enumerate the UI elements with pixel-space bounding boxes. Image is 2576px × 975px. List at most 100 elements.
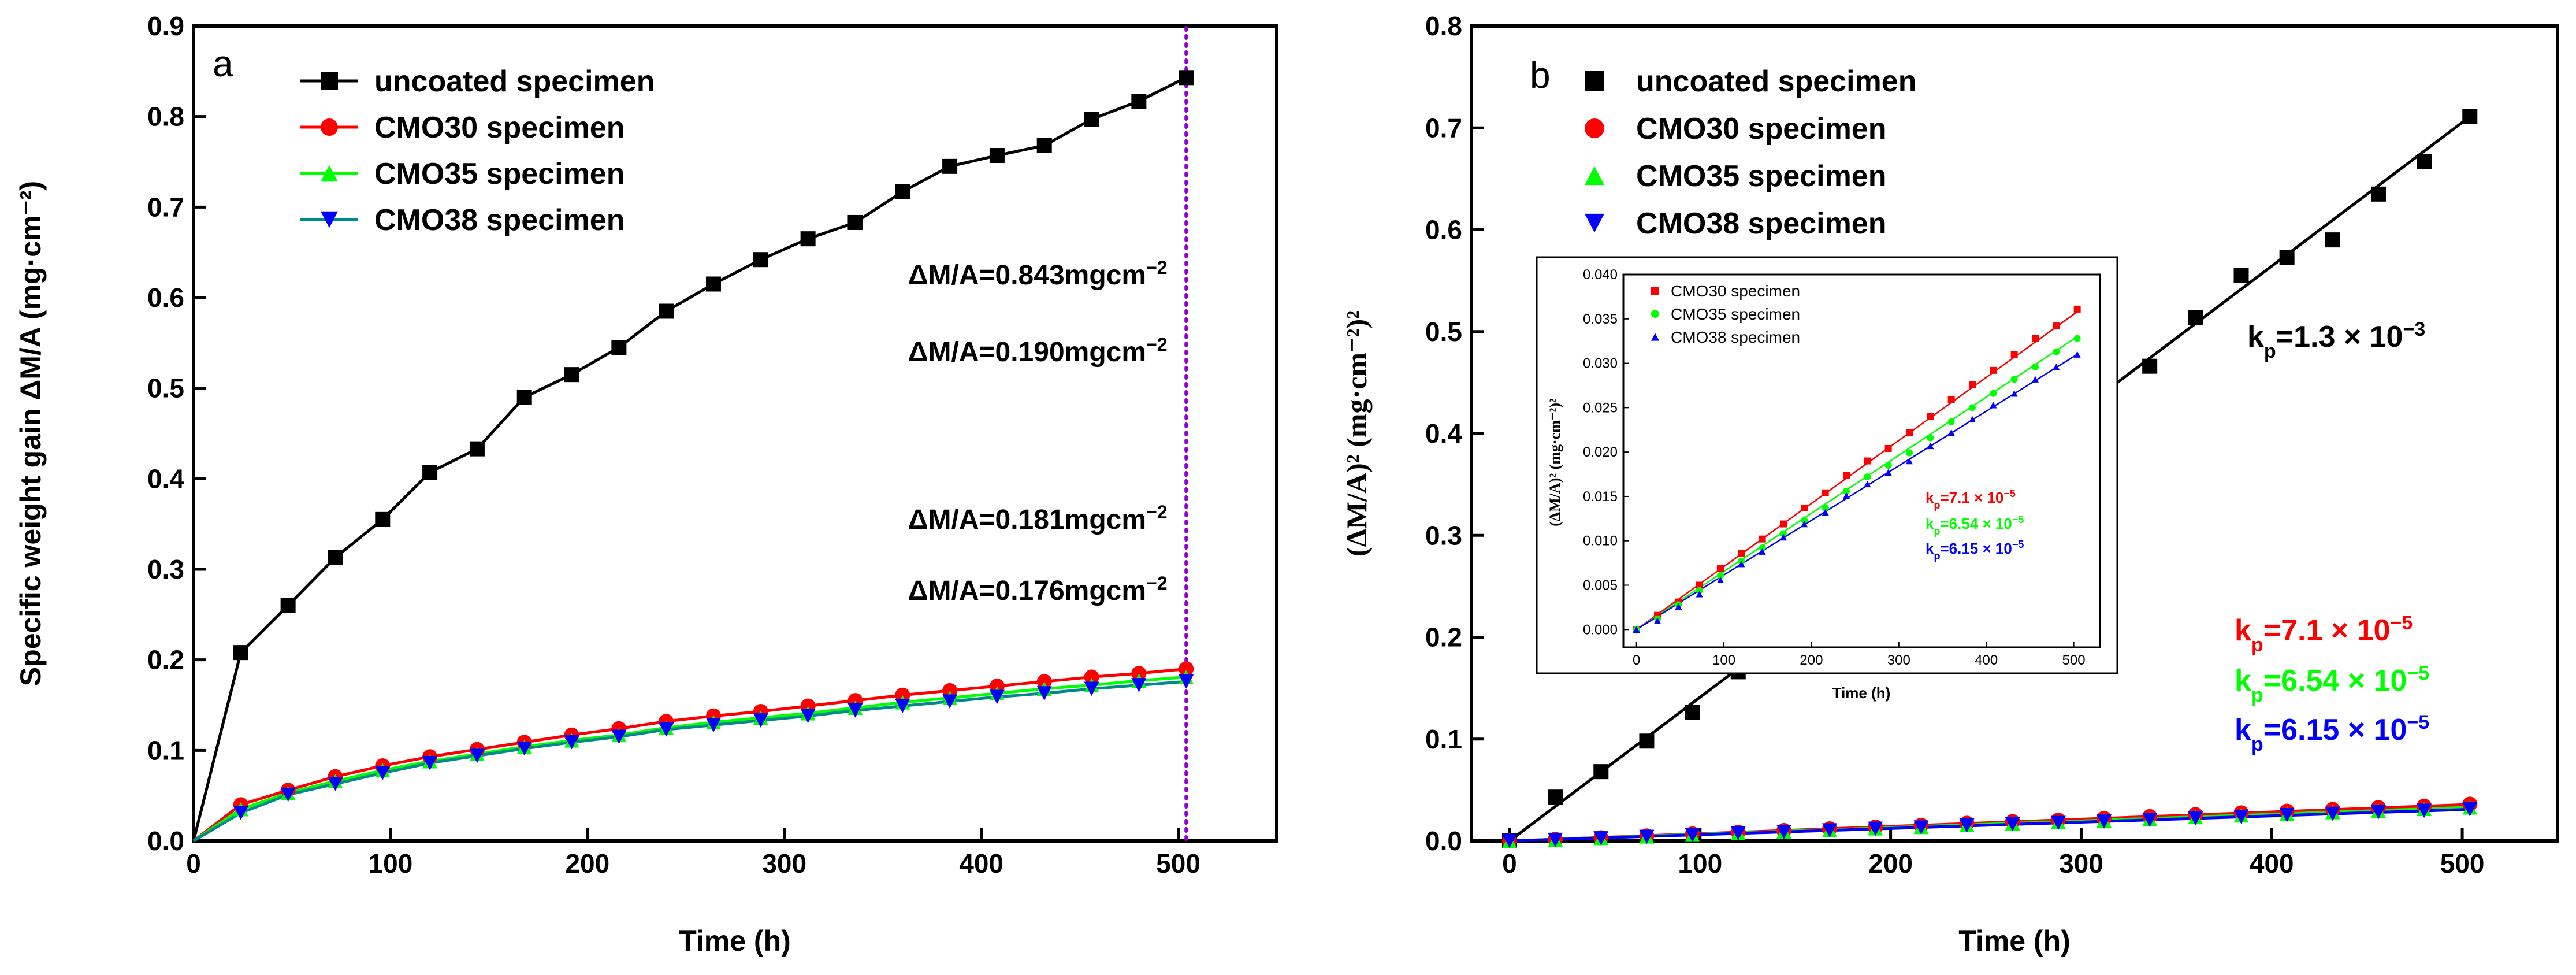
data-point [753,252,768,268]
legend-marker [1585,166,1604,186]
data-point [1036,138,1052,153]
inset-data-point [1927,442,1934,450]
data-point [1639,829,1655,844]
annotation-uncoated: ΔM/A=0.843mgcm−2 [908,257,1168,291]
x-tick-label: 300 [2059,848,2103,878]
inset-data-point [2010,351,2018,358]
panel-a-annotations: ΔM/A=0.843mgcm−2 ΔM/A=0.190mgcm−2 ΔM/A=0… [908,257,1168,606]
y-tick-label: 0.5 [147,373,184,403]
inset-data-point [1990,402,1997,409]
data-point [1084,669,1099,685]
y-tick-label: 0.2 [1425,622,1462,653]
data-point [2279,808,2295,822]
inset-data-point [1947,418,1955,425]
x-tick-label: 200 [565,848,609,878]
data-point [942,694,958,709]
inset-data-point [1968,404,1976,411]
legend-label: CMO30 specimen [1636,112,1887,146]
data-point [2188,811,2203,826]
y-tick-label: 0.3 [147,554,184,584]
y-tick-label: 0.5 [1425,317,1462,347]
data-point [2188,310,2203,325]
data-point [1501,833,1517,848]
kp-cmo30: kp=7.1 × 10−5 [2235,612,2413,656]
inset-data-point [1947,396,1955,403]
data-point [895,699,910,713]
inset-frame [1622,273,2101,648]
inset-fit-line-1 [1636,336,2078,631]
panel-b-y-axis-title: (ΔM/A)² (mg·cm⁻²)² [1340,310,1373,557]
inset-chart: 0 100 200 300 400 500 0.000 0.005 0.010 0.015 0.02… [1536,256,2118,702]
inset-data-point [1780,533,1787,541]
x-tick-label: 300 [762,848,806,878]
panel-a-y-axis-title: Specific weight gain ΔM/A (mg·cm⁻²) [14,181,47,686]
series-line-1 [192,667,1187,842]
y-tick-label: 0.9 [147,11,184,41]
inset-data-point [1780,520,1787,528]
legend-label: CMO35 specimen [1636,160,1887,193]
y-tick-label: 0.1 [147,735,184,765]
y-tick-label: 0.6 [1425,215,1462,245]
data-point [2462,802,2478,817]
data-point [706,718,721,732]
inset-y-tick-label: 0.025 [1583,400,1618,416]
data-point [1685,828,1700,843]
data-point [1036,674,1052,689]
inset-y-tick-label: 0.030 [1583,356,1618,372]
inset-y-tick-label: 0.000 [1583,622,1618,637]
inset-data-point [1927,413,1934,420]
inset-data-point [2031,376,2039,383]
inset-data-point [1801,504,1808,511]
inset-y-tick-label: 0.035 [1583,312,1618,327]
data-point [1131,94,1147,109]
legend-label: CMO30 specimen [374,111,625,144]
inset-data-point [2053,322,2060,330]
data-point [564,367,579,383]
data-point [989,148,1005,164]
kp-cmo35: kp=6.54 × 10−5 [2235,662,2429,706]
data-point [2097,814,2112,829]
inset-data-point [2031,335,2039,342]
inset-data-point [1864,473,1871,481]
inset-kp-cmo38: kp=6.15 × 10−5 [1926,539,2024,562]
inset-data-point [2031,363,2039,370]
data-point [422,465,438,480]
x-tick-label: 200 [1868,848,1913,878]
data-point [1959,818,1975,833]
panel-b-label: b [1530,54,1551,96]
y-tick-label: 0.8 [1425,11,1462,41]
inset-data-point [1884,462,1892,469]
inset-x-tick-label: 100 [1712,653,1735,668]
data-point [1548,832,1563,847]
data-point [516,741,532,756]
inset-data-point [1759,548,1766,555]
inset-data-point [1884,445,1892,452]
inset-data-point [1843,487,1850,495]
legend-marker [1585,213,1604,233]
data-point [280,598,296,613]
data-point [800,231,816,247]
inset-legend: CMO30 specimen CMO35 specimen CMO38 specim… [1651,282,1800,346]
data-point [800,709,816,724]
panel-b: 0 100 200 300 400 500 0.0 0.1 0.2 0.3 0.4 0.5 0.6 0.7… [1340,11,2559,957]
x-tick-label: 100 [369,848,413,878]
inset-data-point [2073,305,2081,313]
series-line-2 [192,675,1187,843]
y-tick-label: 0.0 [147,826,184,856]
inset-data-point [1947,429,1955,436]
inset-data-point [1990,366,1997,374]
kp-cmo38: kp=6.15 × 10−5 [2235,711,2429,755]
legend-marker [1585,71,1604,91]
data-point [1593,764,1609,780]
data-point [1776,825,1791,839]
data-point [2233,809,2249,824]
x-tick-label: 0 [1502,848,1517,878]
inset-data-point [1968,416,1976,423]
inset-legend-marker [1651,333,1659,341]
inset-legend-label: CMO38 specimen [1671,328,1800,346]
inset-data-point [1864,457,1871,465]
data-point [375,766,391,780]
inset-data-point [1990,390,1997,397]
inset-background [1536,256,2118,674]
